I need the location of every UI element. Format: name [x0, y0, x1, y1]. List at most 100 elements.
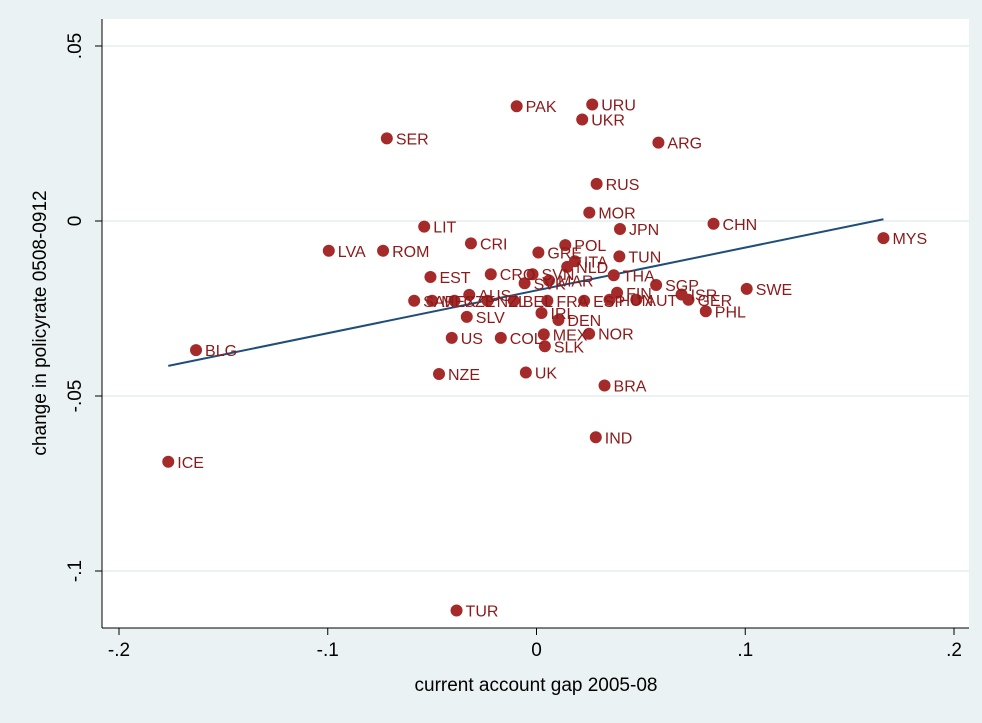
point-marker: [426, 294, 439, 307]
point-marker: [611, 286, 624, 299]
point-label: MOR: [598, 206, 635, 223]
point-marker: [652, 136, 665, 149]
point-label: SLK: [554, 339, 585, 356]
point-label: PHL: [715, 304, 746, 321]
point-marker: [510, 100, 523, 113]
point-marker: [535, 307, 548, 320]
point-label: BEL: [523, 294, 553, 311]
point-marker: [424, 271, 437, 283]
point-label: SLV: [476, 310, 505, 327]
point-label: UK: [535, 366, 558, 383]
point-marker: [699, 305, 712, 318]
x-tick-label: .2: [946, 640, 962, 661]
point-marker: [682, 293, 695, 306]
point-label: MEX: [553, 327, 588, 344]
point-label: CHN: [723, 217, 758, 234]
point-label: NZL: [497, 294, 527, 311]
point-marker: [494, 331, 507, 344]
point-marker: [603, 293, 616, 306]
point-marker: [583, 327, 596, 340]
point-marker: [541, 294, 554, 307]
point-label: SWE: [756, 282, 792, 299]
point-marker: [464, 237, 477, 250]
point-label: DEN: [567, 313, 601, 330]
point-marker: [559, 239, 572, 252]
point-marker: [537, 328, 550, 341]
point-label: SVN: [542, 267, 575, 284]
point-label: POL: [574, 238, 606, 255]
point-marker: [377, 244, 390, 257]
point-marker: [538, 340, 551, 353]
point-label: SGP: [665, 278, 699, 295]
point-label: MAR: [558, 274, 594, 291]
point-marker: [408, 294, 421, 307]
y-axis-title: change in policyrate 0508-0912: [30, 190, 51, 455]
point-marker: [518, 277, 531, 290]
point-marker: [650, 279, 663, 292]
point-marker: [552, 314, 565, 327]
point-label: CZE: [463, 294, 495, 311]
point-marker: [576, 113, 589, 126]
point-marker: [877, 232, 890, 245]
x-tick-label: -.1: [317, 640, 339, 661]
point-label: ICE: [177, 455, 204, 472]
point-marker: [613, 250, 626, 263]
point-label: ITA: [584, 254, 608, 271]
point-label: GRE: [547, 246, 582, 263]
point-label: JPN: [629, 222, 659, 239]
axes: -.1 -.05 0 .05 -.2 -.1 0 .1 .2: [65, 19, 969, 661]
point-label: FIN: [626, 286, 652, 303]
point-marker: [589, 431, 602, 444]
point-label: AUS: [478, 288, 511, 305]
point-label: HUN: [619, 293, 654, 310]
point-marker: [463, 288, 476, 301]
point-marker: [598, 379, 611, 392]
point-label: FRA: [556, 294, 588, 311]
point-label: ROM: [392, 244, 429, 261]
point-label: BLG: [205, 343, 237, 360]
point-marker: [614, 223, 626, 236]
point-marker: [450, 604, 463, 617]
x-tick-label: .1: [737, 640, 753, 661]
point-marker: [543, 274, 556, 287]
point-marker: [519, 366, 532, 379]
point-marker: [448, 294, 461, 307]
point-marker: [630, 293, 643, 306]
point-marker: [460, 310, 473, 323]
point-marker: [433, 367, 446, 380]
point-label: CRO: [500, 267, 536, 284]
x-tick-label: -.2: [108, 640, 130, 661]
point-label: ISR: [691, 288, 718, 305]
point-marker: [740, 282, 753, 295]
point-marker: [707, 217, 720, 230]
point-label: ESP: [593, 294, 625, 311]
point-marker: [590, 177, 603, 190]
point-label: UKR: [591, 113, 625, 130]
point-marker: [607, 269, 620, 282]
point-label: MEX: [441, 294, 476, 311]
point-marker: [322, 244, 335, 257]
x-axis-title: current account gap 2005-08: [415, 675, 658, 696]
point-label: IRL: [551, 306, 576, 323]
point-label: GER: [697, 293, 732, 310]
plot-area: [102, 19, 969, 628]
point-marker: [586, 98, 599, 111]
point-label: US: [461, 331, 483, 348]
point-marker: [578, 294, 591, 307]
point-label: RUS: [606, 177, 640, 194]
point-label: CRI: [480, 236, 508, 253]
fit-line-group: [168, 218, 884, 367]
point-label: URU: [601, 97, 636, 114]
point-label: TUR: [466, 604, 499, 621]
point-marker: [583, 206, 596, 219]
point-marker: [526, 268, 539, 281]
fit-line: [168, 218, 884, 367]
point-marker: [481, 294, 494, 307]
point-label: NOR: [598, 327, 634, 344]
point-marker: [484, 268, 497, 281]
point-marker: [190, 344, 203, 357]
point-label: NLD: [576, 260, 608, 277]
data-points: [162, 98, 890, 617]
